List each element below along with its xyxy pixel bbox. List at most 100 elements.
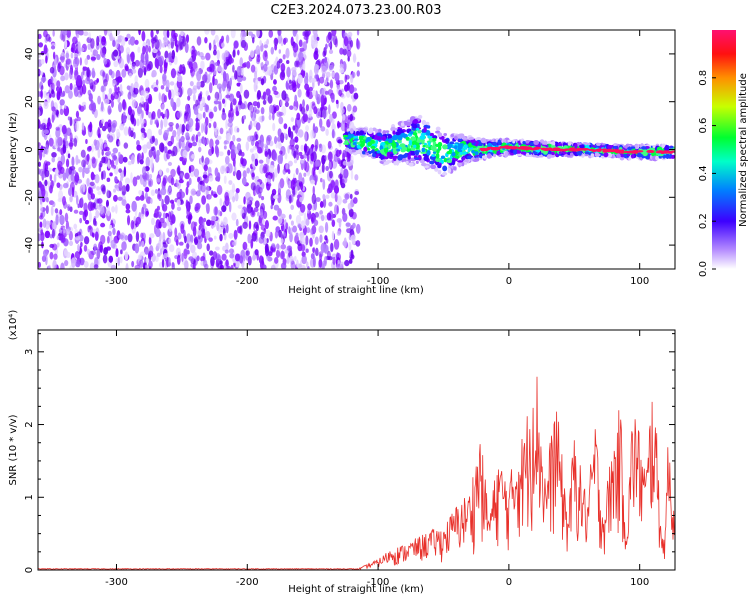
- spectrogram-noise-speckle: [200, 55, 206, 60]
- spectrogram-noise-speckle: [64, 259, 69, 267]
- spectrogram-noise-speckle: [236, 143, 242, 152]
- spectrogram-noise-speckle: [85, 138, 88, 145]
- spectrogram-peak-mark: [620, 151, 625, 154]
- spectrogram-signal-mark: [651, 151, 657, 157]
- spectrogram-noise-speckle: [274, 257, 279, 264]
- spectrogram-peak-mark: [532, 147, 539, 150]
- spectrogram-noise-speckle: [187, 95, 191, 101]
- spectrogram-signal-mark: [400, 148, 406, 153]
- spectrogram-noise-speckle: [90, 99, 94, 109]
- spectrogram-signal-mark: [417, 129, 422, 134]
- spectrogram-signal-mark: [437, 145, 442, 151]
- spectrogram-noise-speckle: [38, 103, 42, 109]
- spectrogram-noise-speckle: [178, 241, 184, 246]
- spectrogram-signal-mark: [634, 144, 639, 150]
- spectrogram-noise-speckle: [62, 195, 67, 206]
- snr-y-tick-label: 0: [24, 567, 35, 573]
- spectrogram-signal-mark: [421, 147, 426, 153]
- spectrogram-noise-speckle: [75, 195, 79, 205]
- spectrogram-noise-speckle: [246, 167, 251, 174]
- spectrogram-noise-speckle: [129, 114, 135, 123]
- spectrogram-noise-speckle: [254, 158, 259, 167]
- spectrogram-noise-speckle: [315, 247, 319, 257]
- spectrogram-signal-mark: [651, 147, 655, 151]
- spectrogram-noise-speckle: [171, 49, 176, 60]
- spectrogram-noise-speckle: [146, 141, 152, 149]
- spectrogram-noise-speckle: [251, 153, 255, 162]
- spectrogram-noise-speckle: [52, 259, 57, 269]
- spectrogram-noise-speckle: [165, 57, 169, 63]
- spectrogram-noise-speckle: [262, 163, 268, 173]
- spectrogram-noise-speckle: [144, 45, 149, 54]
- spectrogram-peak-mark: [602, 148, 607, 151]
- spectrogram-signal-mark: [574, 143, 578, 149]
- spectrogram-noise-speckle: [108, 224, 113, 230]
- spectrogram-noise-speckle: [331, 111, 337, 119]
- spectrogram-noise-speckle: [268, 164, 275, 173]
- spectrogram-noise-speckle: [262, 91, 267, 101]
- spectrogram-signal-mark: [394, 162, 398, 165]
- spectrogram-signal-mark: [358, 135, 364, 139]
- spectrogram-noise-speckle: [176, 199, 181, 207]
- spectrogram-noise-speckle: [315, 197, 321, 202]
- spectrogram-noise-speckle: [141, 110, 144, 119]
- spectrogram-noise-speckle: [54, 109, 60, 116]
- spectrogram-noise-speckle: [345, 222, 351, 227]
- spectrogram-noise-speckle: [285, 222, 289, 230]
- spectrogram-noise-speckle: [113, 91, 120, 100]
- spectrogram-noise-speckle: [309, 228, 313, 236]
- spectrogram-noise-speckle: [131, 63, 136, 70]
- spectrogram-noise-speckle: [168, 89, 172, 100]
- spectrogram-noise-speckle: [324, 79, 328, 86]
- spectrogram-noise-speckle: [350, 234, 356, 242]
- spectrogram-signal-mark: [459, 151, 464, 155]
- spectrogram-noise-speckle: [318, 169, 322, 175]
- spectrogram-noise-speckle: [64, 212, 69, 223]
- spectrogram-noise-speckle: [290, 220, 294, 226]
- spectrogram-noise-speckle: [216, 222, 220, 232]
- spectrogram-noise-speckle: [128, 126, 132, 137]
- spectrogram-noise-speckle: [225, 223, 229, 234]
- spectrogram-noise-speckle: [253, 206, 259, 213]
- spectrogram-noise-speckle: [256, 54, 261, 63]
- spectrogram-noise-speckle: [185, 34, 190, 44]
- spectrogram-noise-speckle: [91, 143, 94, 153]
- spectrogram-noise-speckle: [297, 74, 303, 85]
- spectrogram-noise-speckle: [176, 127, 181, 137]
- spectrogram-noise-speckle: [334, 179, 339, 188]
- spectrogram-noise-speckle: [83, 104, 86, 110]
- spectrogram-signal-mark: [529, 141, 535, 146]
- spectrogram-noise-speckle: [49, 174, 53, 182]
- spectrogram-noise-speckle: [319, 234, 323, 243]
- spectrogram-noise-speckle: [167, 127, 171, 132]
- spectrogram-signal-mark: [567, 141, 572, 146]
- spectrogram-noise-speckle: [141, 30, 146, 42]
- spectrogram-noise-speckle: [140, 96, 145, 105]
- spectrogram-noise-speckle: [51, 89, 55, 95]
- spectrogram-noise-speckle: [92, 228, 97, 234]
- spectrogram-noise-speckle: [305, 218, 310, 226]
- spectrogram-noise-speckle: [96, 248, 101, 260]
- spectrogram-noise-speckle: [243, 31, 248, 37]
- spectrogram-signal-mark: [356, 141, 361, 145]
- spectrogram-noise-speckle: [312, 30, 318, 36]
- spectrogram-noise-speckle: [293, 159, 298, 164]
- spectrogram-noise-speckle: [125, 203, 131, 211]
- spectrogram-signal-mark: [413, 118, 419, 124]
- spectrogram-noise-speckle: [318, 225, 324, 234]
- spectrogram-noise-speckle: [160, 187, 167, 196]
- spectrogram-x-tick-label: -300: [105, 276, 128, 287]
- spectrogram-noise-speckle: [249, 49, 255, 58]
- spectrogram-noise-speckle: [337, 139, 343, 144]
- spectrogram-signal-mark: [630, 153, 635, 159]
- spectrogram-noise-speckle: [292, 42, 299, 53]
- spectrogram-noise-speckle: [127, 53, 130, 64]
- spectrogram-signal-mark: [426, 150, 431, 156]
- spectrogram-noise-speckle: [38, 142, 41, 147]
- spectrogram-noise-speckle: [85, 154, 90, 166]
- spectrogram-noise-speckle: [277, 192, 282, 204]
- spectrogram-signal-mark: [427, 125, 431, 129]
- spectrogram-noise-speckle: [352, 56, 357, 62]
- spectrogram-noise-speckle: [87, 201, 94, 212]
- spectrogram-noise-speckle: [310, 35, 315, 45]
